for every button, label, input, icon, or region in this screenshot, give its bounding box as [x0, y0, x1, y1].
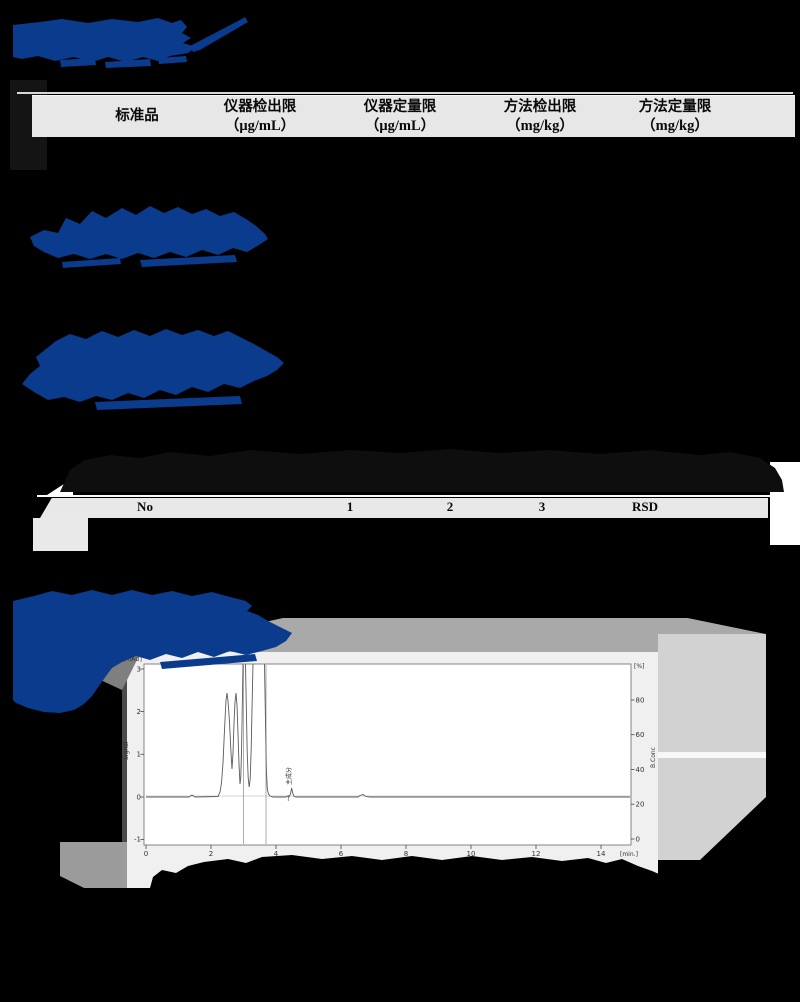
right-axis-label: B.Conc	[650, 747, 657, 768]
col-label-line1: 方法检出限	[503, 98, 577, 115]
highlight-fragment	[160, 654, 257, 669]
x-tick-label: 8	[404, 850, 408, 858]
highlight-fragment	[60, 58, 96, 67]
y-tick-label: -1	[134, 836, 141, 844]
x-tick-label: 12	[532, 850, 541, 858]
table-precision-col-2: 2	[447, 498, 454, 519]
highlight-fragment	[62, 258, 121, 268]
y-tick-label: 3	[137, 666, 141, 674]
right-tick-label: 60	[636, 731, 645, 739]
x-tick-label: 2	[209, 850, 213, 858]
y-axis-label: Signal	[123, 741, 130, 760]
col-label-line2: （mg/kg）	[641, 117, 709, 134]
chromatogram-trace	[146, 663, 630, 798]
col-label-line1: 方法定量限	[638, 98, 712, 115]
highlight-blob-4	[13, 590, 292, 713]
gray-block-left	[33, 518, 88, 551]
col-label: 1	[346, 499, 354, 515]
photo-right-white-band	[658, 752, 766, 758]
col-label: 2	[446, 499, 454, 515]
y-tick-label: 0	[137, 794, 141, 802]
highlight-fragment	[105, 59, 151, 68]
highlight-fragment	[95, 396, 242, 410]
photo-left-edge-shadow	[122, 652, 127, 845]
table-limits-col-instrument-lod: 仪器检出限 （μg/mL）	[224, 96, 297, 137]
x-tick-label: 14	[597, 850, 606, 858]
x-tick-label: 6	[339, 850, 344, 858]
right-axis-unit: [%]	[634, 663, 644, 670]
photo-bottom-right-cut	[700, 797, 766, 860]
table-limits-top-line	[17, 92, 793, 94]
highlight-blob-1	[13, 18, 196, 62]
table-precision-col-1: 1	[347, 498, 354, 519]
y-tick-label: 2	[137, 708, 141, 716]
photo-top-right-cut	[688, 618, 766, 634]
col-label: RSD	[631, 499, 659, 515]
table-limits-col-method-lod: 方法检出限 （mg/kg）	[504, 96, 577, 137]
chromatogram-photo: 主成分 [mAU] 3 2 1 0 -1 Signal 0 2 4	[60, 618, 766, 888]
table-precision-col-rsd: RSD	[632, 498, 658, 519]
x-axis-unit: [min.]	[620, 851, 638, 858]
right-tick-label: 0	[636, 836, 640, 844]
highlight-blob-2	[30, 206, 268, 259]
table-limits-header: 标准品 仪器检出限 （μg/mL） 仪器定量限 （μg/mL） 方法检出限 （m…	[32, 95, 795, 137]
peak-annotation-label: 主成分	[285, 767, 293, 785]
highlight-blob-3	[22, 329, 284, 402]
x-tick-label: 10	[467, 850, 476, 858]
right-tick-label: 40	[636, 766, 645, 774]
table-limits-col-method-loq: 方法定量限 （mg/kg）	[639, 96, 712, 137]
dark-redaction-blob	[60, 449, 784, 492]
x-tick-label: 0	[144, 850, 148, 858]
photo-top-band	[127, 618, 766, 652]
y-axis-unit: [mAU]	[123, 656, 142, 663]
col-label-line2: （μg/mL）	[224, 117, 296, 134]
plot-frame	[143, 663, 632, 846]
table-precision-header: No 1 2 3 RSD	[40, 497, 768, 519]
table-limits-col-instrument-loq: 仪器定量限 （μg/mL）	[364, 96, 437, 137]
col-label-line2: （μg/mL）	[364, 117, 436, 134]
y-tick-label: 1	[137, 751, 141, 759]
highlight-fragment	[140, 255, 237, 267]
col-label-line2: （mg/kg）	[506, 117, 574, 134]
col-label-line1: 标准品	[115, 108, 159, 125]
table-limits-col-standard: 标准品	[115, 96, 159, 137]
col-label-line1: 仪器定量限	[363, 98, 437, 115]
blue-highlights	[13, 17, 292, 713]
table-precision-col-3: 3	[539, 498, 546, 519]
right-tick-label: 80	[636, 697, 645, 705]
col-label: 3	[538, 499, 546, 515]
col-label: No	[137, 499, 153, 515]
highlight-fragment	[158, 56, 187, 64]
highlight-blob-1-tail	[190, 17, 248, 52]
col-label-line1: 仪器检出限	[223, 98, 297, 115]
caption-redaction-blob	[150, 855, 695, 888]
table-precision-col-no: No	[137, 498, 153, 519]
right-tick-label: 20	[636, 801, 645, 809]
photo-bottom-left-wedge	[60, 842, 127, 888]
table-precision-top-line	[37, 495, 770, 497]
x-tick-label: 4	[274, 850, 279, 858]
